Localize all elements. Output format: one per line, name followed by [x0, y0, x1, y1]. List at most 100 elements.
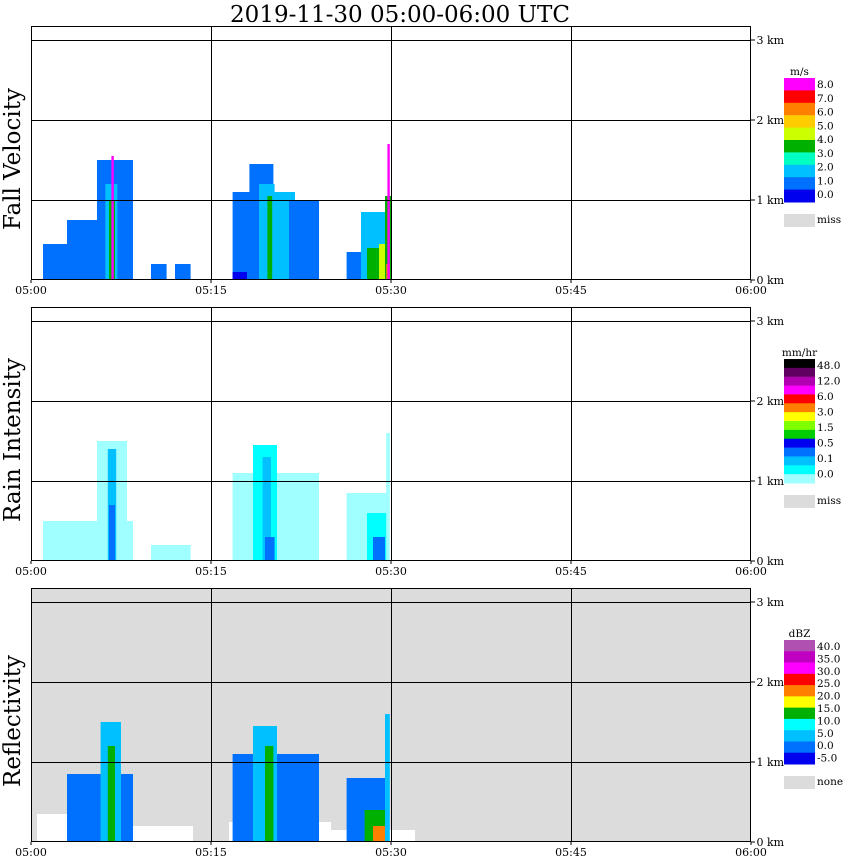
colorbar-miss-swatch: [784, 214, 815, 227]
echo-cell: [232, 192, 255, 280]
colorbar-label: 0.5: [817, 438, 834, 450]
colorbar-swatch: [784, 102, 815, 116]
x-tick-label: 05:30: [375, 846, 407, 859]
echo-layer: [37, 714, 415, 842]
colorbar-label: -5.0: [817, 753, 837, 765]
colorbar-label: 6.0: [817, 391, 834, 403]
colorbar-label: 3.0: [817, 407, 834, 419]
colorbar-label: 35.0: [817, 653, 840, 665]
y-tick-label: 1 km: [753, 194, 785, 207]
colorbar-swatch: [784, 359, 815, 369]
colorbar-label: 40.0: [817, 641, 840, 653]
echo-cell: [385, 714, 390, 842]
y-axis-label: Rain Intensity: [0, 358, 26, 522]
colorbar-label: 2.0: [817, 162, 834, 174]
x-tick-label: 05:30: [375, 284, 407, 297]
echo-cell: [151, 264, 167, 280]
echo-cell: [379, 244, 389, 280]
y-tick-label: 3 km: [753, 34, 785, 47]
echo-cell: [175, 264, 191, 280]
x-tick-label: 05:00: [15, 284, 47, 297]
y-tick-label: 1 km: [753, 475, 785, 488]
colorbar-miss-swatch: [784, 776, 815, 789]
colorbar-swatch: [784, 456, 815, 466]
colorbar-swatch: [784, 474, 815, 484]
colorbar-label: 6.0: [817, 107, 834, 119]
panels: 05:00 05:15 05:30 05:45 06:00 0 km 1 km 2 km…: [0, 26, 843, 859]
y-tick-label: 0 km: [753, 555, 785, 568]
colorbar-swatch: [784, 78, 815, 91]
echo-cell: [373, 537, 385, 561]
echo-cell: [289, 200, 319, 280]
colorbar-miss-label: none: [817, 776, 843, 788]
echo-cell: [262, 457, 271, 561]
echo-cell: [373, 826, 389, 842]
plot-frame: [31, 26, 751, 280]
panel-0: 05:00 05:15 05:30 05:45 06:00 0 km 1 km 2 km…: [0, 26, 841, 297]
colorbar-swatch: [784, 662, 815, 675]
echo-cell: [109, 505, 115, 561]
y-tick-label: 0 km: [753, 836, 785, 849]
echo-cell: [107, 746, 115, 842]
colorbar-swatch: [784, 707, 815, 720]
x-tick-label: 05:45: [555, 284, 587, 297]
x-tick-label: 05:00: [15, 565, 47, 578]
colorbar-label: 5.0: [817, 728, 834, 740]
echo-cell: [151, 545, 191, 561]
colorbar-label: 0.1: [817, 453, 834, 465]
colorbar-miss-swatch: [784, 495, 815, 508]
colorbar-label: 25.0: [817, 678, 840, 690]
colorbar-label: 1.0: [817, 175, 834, 187]
colorbar-swatch: [784, 696, 815, 709]
echo-layer: [43, 144, 391, 280]
echo-cell: [387, 144, 390, 280]
colorbar-label: 0.0: [817, 189, 834, 201]
echo-cell: [232, 272, 247, 280]
x-tick-label: 05:15: [195, 565, 227, 578]
colorbar-swatch: [784, 447, 815, 457]
colorbar-label: 8.0: [817, 79, 834, 91]
colorbar: m/s 8.0 7.0 6.05.0 4.0 3.0 2.01.0 0.0 miss: [784, 66, 841, 227]
colorbar-label: 0.0: [817, 740, 834, 752]
colorbar-swatch: [784, 651, 815, 664]
echo-cell: [67, 774, 133, 842]
x-tick-label: 05:45: [555, 565, 587, 578]
y-axis-label: Reflectivity: [0, 655, 26, 787]
colorbar-swatch: [784, 438, 815, 449]
colorbar-swatch: [784, 152, 815, 166]
colorbar-swatch: [784, 429, 815, 440]
colorbar-swatch: [784, 640, 815, 652]
colorbar-swatch: [784, 673, 815, 686]
colorbar-label: 10.0: [817, 715, 840, 727]
colorbar-miss-label: miss: [817, 495, 841, 507]
colorbar-swatch: [784, 385, 815, 395]
x-tick-label: 05:00: [15, 846, 47, 859]
grid: [31, 307, 751, 561]
echo-cell: [265, 537, 275, 561]
colorbar-swatch: [784, 421, 815, 431]
x-tick-label: 05:15: [195, 284, 227, 297]
colorbar-swatch: [784, 465, 815, 475]
colorbar-label: 20.0: [817, 691, 840, 703]
colorbar-swatch: [784, 189, 815, 203]
y-tick-label: 3 km: [753, 596, 785, 609]
colorbar: dBZ 40.035.030.025.020.015.010.05.00.0-5.…: [784, 628, 843, 789]
colorbar-swatch: [784, 741, 815, 754]
colorbar-swatch: [784, 412, 815, 422]
x-tick-label: 05:30: [375, 565, 407, 578]
colorbar-swatch: [784, 403, 815, 413]
colorbar-swatch: [784, 394, 815, 404]
panel-2: 05:00 05:15 05:30 05:45 06:00 0 km 1 km 2 km…: [0, 588, 843, 859]
colorbar-swatch: [784, 127, 815, 141]
echo-layer: [43, 433, 390, 561]
echo-cell: [265, 746, 274, 842]
colorbar-miss-label: miss: [817, 214, 841, 226]
colorbar-label: 48.0: [817, 360, 840, 372]
colorbar-label: 5.0: [817, 120, 834, 132]
x-tick-label: 06:00: [735, 284, 767, 297]
colorbar-label: 0.0: [817, 469, 834, 481]
colorbar-label: 12.0: [817, 376, 840, 388]
colorbar-unit: dBZ: [789, 628, 811, 640]
